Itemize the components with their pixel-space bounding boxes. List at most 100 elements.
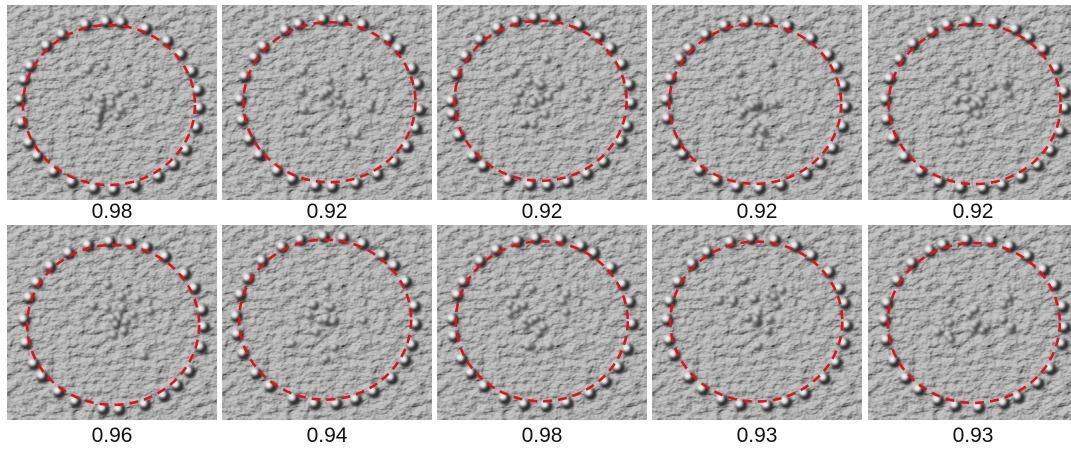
particle bbox=[881, 297, 889, 305]
particle bbox=[254, 149, 262, 157]
particle bbox=[510, 15, 518, 23]
particle bbox=[242, 273, 250, 281]
particle bbox=[892, 275, 900, 283]
inner-blob bbox=[511, 290, 517, 296]
particle bbox=[880, 94, 888, 102]
inner-blob bbox=[946, 318, 952, 324]
inner-blob bbox=[741, 275, 747, 281]
particle bbox=[393, 43, 401, 51]
inner-blob bbox=[89, 302, 95, 308]
particle bbox=[762, 16, 770, 24]
particle bbox=[16, 117, 24, 125]
particle bbox=[661, 314, 669, 322]
inner-blob bbox=[731, 93, 737, 99]
inner-blob bbox=[505, 309, 511, 315]
score-label: 0.93 bbox=[652, 424, 862, 448]
particle bbox=[467, 151, 475, 159]
inner-blob bbox=[562, 290, 568, 296]
particle bbox=[88, 183, 96, 191]
inner-blob bbox=[715, 297, 721, 303]
score-label: 0.92 bbox=[222, 200, 432, 224]
particle bbox=[249, 52, 257, 60]
particle bbox=[675, 53, 683, 61]
tomogram-image bbox=[437, 225, 647, 420]
inner-blob bbox=[950, 76, 956, 82]
score-label: 0.98 bbox=[437, 424, 647, 448]
particle bbox=[25, 61, 33, 69]
particle bbox=[941, 19, 949, 27]
inner-blob bbox=[316, 316, 322, 322]
inner-blob bbox=[327, 303, 333, 309]
particle bbox=[908, 38, 916, 46]
inner-blob bbox=[530, 99, 536, 105]
inner-blob bbox=[581, 93, 587, 99]
particle bbox=[337, 14, 345, 22]
tomogram-image bbox=[652, 5, 862, 200]
particle bbox=[605, 262, 613, 270]
tomogram-image bbox=[7, 225, 217, 420]
inner-blob bbox=[748, 102, 754, 108]
inner-blob bbox=[510, 68, 516, 74]
particle bbox=[593, 31, 601, 39]
particle bbox=[1012, 391, 1020, 399]
particle bbox=[926, 26, 934, 34]
particle bbox=[806, 250, 814, 258]
particle bbox=[884, 73, 892, 81]
inner-blob bbox=[729, 297, 735, 303]
particle bbox=[447, 109, 455, 117]
particle bbox=[447, 314, 455, 322]
inner-blob bbox=[113, 88, 119, 94]
inner-blob bbox=[333, 91, 339, 97]
particle bbox=[492, 22, 500, 30]
inner-blob bbox=[963, 82, 969, 88]
particle bbox=[276, 241, 284, 249]
tomogram-image bbox=[222, 5, 432, 200]
inner-blob bbox=[322, 354, 328, 360]
particle bbox=[23, 292, 31, 300]
inner-blob bbox=[971, 305, 977, 311]
particle bbox=[661, 113, 669, 121]
inner-blob bbox=[118, 304, 124, 310]
tomogram-image bbox=[652, 225, 862, 420]
particle bbox=[1038, 44, 1046, 52]
inner-blob bbox=[528, 284, 534, 290]
inner-blob bbox=[322, 89, 328, 95]
inner-blob bbox=[739, 107, 745, 113]
inner-blob bbox=[322, 315, 328, 321]
inner-blob bbox=[109, 331, 115, 337]
particle bbox=[683, 43, 691, 51]
particle bbox=[660, 94, 668, 102]
inner-blob bbox=[1001, 78, 1007, 84]
inner-blob bbox=[342, 139, 348, 145]
particle bbox=[549, 13, 557, 21]
particle bbox=[162, 36, 170, 44]
inner-blob bbox=[979, 92, 985, 98]
score-label: 0.93 bbox=[868, 424, 1071, 448]
score-label: 0.92 bbox=[652, 200, 862, 224]
particle bbox=[663, 334, 671, 342]
particle bbox=[56, 29, 64, 37]
particle bbox=[900, 372, 908, 380]
inner-blob bbox=[305, 311, 311, 317]
inner-blob bbox=[962, 95, 968, 101]
tomogram-image bbox=[437, 5, 647, 200]
particle bbox=[141, 242, 149, 250]
particle bbox=[460, 51, 468, 59]
inner-blob bbox=[999, 316, 1005, 322]
particle bbox=[37, 371, 45, 379]
particle bbox=[450, 69, 458, 77]
particle bbox=[235, 94, 243, 102]
inner-blob bbox=[537, 96, 543, 102]
particle bbox=[665, 73, 673, 81]
inner-blob bbox=[545, 93, 551, 99]
particle bbox=[479, 380, 487, 388]
inner-blob bbox=[946, 295, 952, 301]
particle bbox=[985, 235, 993, 243]
texture bbox=[437, 225, 647, 420]
inner-blob bbox=[95, 108, 101, 114]
particle bbox=[555, 234, 563, 242]
particle bbox=[924, 245, 932, 253]
inner-blob bbox=[121, 318, 127, 324]
tomogram-image bbox=[868, 5, 1071, 200]
particle bbox=[478, 160, 486, 168]
